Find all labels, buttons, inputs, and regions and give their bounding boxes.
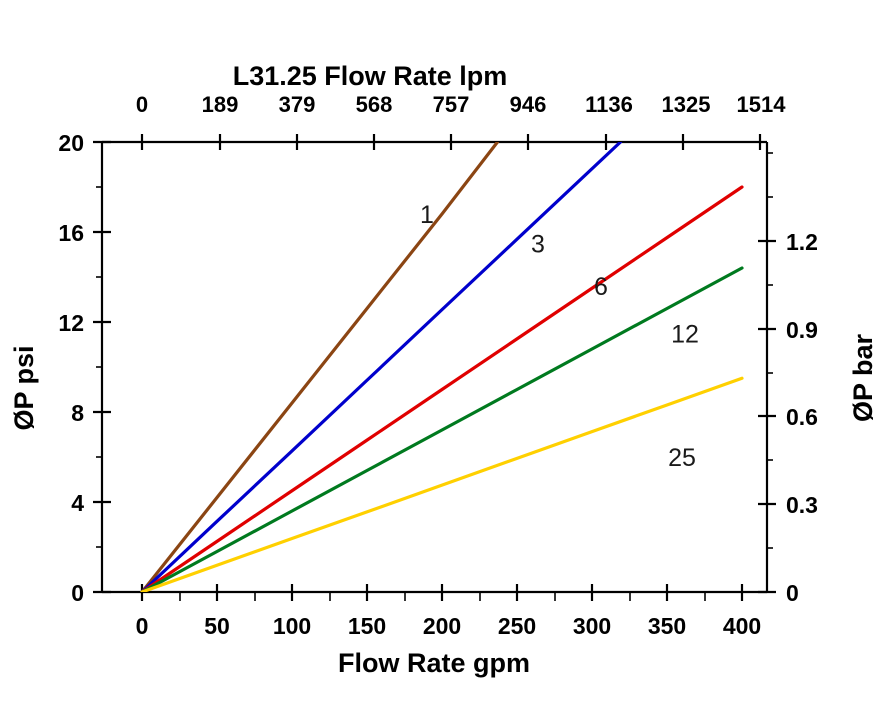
left-axis-tick-labels: 0 4 8 12 16 20 (58, 130, 84, 606)
y-tick-label: 4 (71, 490, 84, 516)
top-tick-label: 1325 (662, 92, 711, 117)
series-label-1: 1 (420, 201, 434, 229)
series-curve-25 (140, 376, 744, 592)
x-tick-label: 400 (723, 613, 761, 639)
right-axis-tick-labels: 0 0.3 0.6 0.9 1.2 (786, 229, 818, 606)
y2-tick-label: 0.3 (786, 492, 818, 518)
right-axis-title: ØP bar (848, 333, 878, 422)
x-tick-label: 350 (648, 613, 686, 639)
x-tick-label: 50 (204, 613, 230, 639)
series-curve-3 (140, 142, 623, 592)
bottom-axis-tick-labels: 0 50 100 150 200 250 300 350 400 (136, 613, 762, 639)
left-axis-title: ØP psi (9, 345, 39, 430)
right-axis-ticks (758, 152, 776, 594)
bottom-axis-title: Flow Rate gpm (338, 648, 530, 678)
x-tick-label: 250 (498, 613, 536, 639)
curve-labels: 1 3 6 12 25 (420, 201, 699, 472)
x-tick-label: 0 (136, 613, 149, 639)
top-axis-title: L31.25 Flow Rate lpm (233, 61, 508, 91)
series-label-6: 6 (594, 273, 608, 301)
series-label-25: 25 (668, 444, 696, 472)
top-axis-ticks (140, 134, 762, 150)
top-tick-label: 1514 (737, 92, 787, 117)
data-curves (140, 142, 744, 592)
top-tick-label: 946 (510, 92, 547, 117)
top-tick-label: 0 (136, 92, 148, 117)
top-axis-tick-labels: 0 189 379 568 757 946 1136 1325 1514 (136, 92, 786, 117)
top-tick-label: 568 (356, 92, 393, 117)
x-tick-label: 150 (348, 613, 386, 639)
y2-tick-label: 0 (786, 580, 799, 606)
series-label-12: 12 (671, 320, 699, 348)
left-axis-ticks (93, 140, 111, 594)
top-tick-label: 757 (433, 92, 470, 117)
y2-tick-label: 0.6 (786, 404, 818, 430)
series-label-3: 3 (531, 230, 545, 258)
y-tick-label: 12 (58, 310, 84, 336)
y-tick-label: 8 (71, 400, 84, 426)
y2-tick-label: 0.9 (786, 317, 818, 343)
y2-tick-label: 1.2 (786, 229, 818, 255)
top-tick-label: 1136 (585, 92, 633, 117)
y-tick-label: 0 (71, 580, 84, 606)
top-tick-label: 379 (279, 92, 316, 117)
y-tick-label: 20 (58, 130, 84, 156)
x-tick-label: 200 (423, 613, 461, 639)
y-tick-label: 16 (58, 220, 84, 246)
series-curve-6 (140, 185, 744, 592)
x-tick-label: 100 (273, 613, 311, 639)
bottom-axis-ticks (140, 584, 744, 601)
series-curve-12 (140, 266, 744, 592)
series-curve-1 (140, 142, 500, 592)
top-tick-label: 189 (202, 92, 239, 117)
x-tick-label: 300 (573, 613, 611, 639)
